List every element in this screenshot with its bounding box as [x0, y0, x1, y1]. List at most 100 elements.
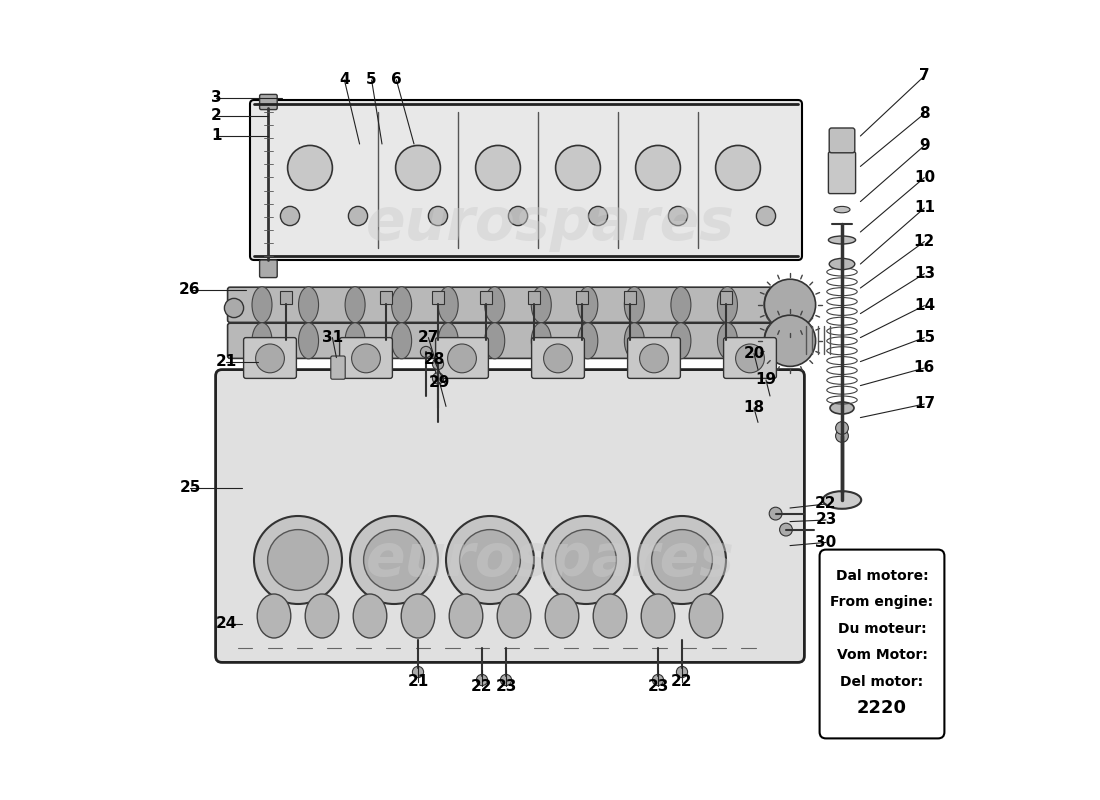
FancyBboxPatch shape: [829, 128, 855, 153]
Ellipse shape: [298, 322, 319, 358]
Circle shape: [460, 530, 520, 590]
Circle shape: [280, 206, 299, 226]
Text: Dal motore:: Dal motore:: [836, 569, 928, 583]
FancyBboxPatch shape: [260, 94, 277, 110]
Ellipse shape: [641, 594, 674, 638]
Circle shape: [508, 206, 528, 226]
Text: 20: 20: [744, 346, 764, 361]
Text: 31: 31: [322, 330, 343, 345]
FancyBboxPatch shape: [628, 338, 681, 378]
Circle shape: [836, 422, 848, 434]
FancyBboxPatch shape: [228, 323, 808, 358]
FancyBboxPatch shape: [216, 370, 804, 662]
Bar: [575, 291, 589, 304]
Ellipse shape: [578, 322, 597, 358]
Ellipse shape: [593, 594, 627, 638]
FancyBboxPatch shape: [724, 338, 777, 378]
Circle shape: [420, 346, 431, 358]
Text: eurospares: eurospares: [365, 195, 735, 253]
Ellipse shape: [764, 322, 784, 358]
Text: 28: 28: [424, 353, 444, 367]
Circle shape: [224, 298, 243, 318]
Ellipse shape: [531, 322, 551, 358]
Circle shape: [588, 206, 607, 226]
Ellipse shape: [531, 286, 551, 322]
FancyBboxPatch shape: [260, 260, 277, 278]
Bar: [379, 291, 393, 304]
Text: 23: 23: [815, 513, 837, 527]
Circle shape: [448, 344, 476, 373]
Text: 1: 1: [211, 129, 222, 143]
Text: 2: 2: [211, 109, 222, 123]
Circle shape: [638, 516, 726, 604]
Circle shape: [543, 344, 572, 373]
Circle shape: [475, 146, 520, 190]
Text: Del motor:: Del motor:: [840, 674, 924, 689]
Ellipse shape: [764, 286, 784, 322]
Bar: [480, 291, 493, 304]
Ellipse shape: [345, 286, 365, 322]
Text: 27: 27: [418, 330, 439, 345]
Circle shape: [255, 344, 285, 373]
FancyBboxPatch shape: [228, 287, 808, 322]
FancyBboxPatch shape: [436, 338, 488, 378]
Text: 3: 3: [211, 90, 222, 105]
FancyBboxPatch shape: [331, 356, 345, 379]
Circle shape: [428, 206, 448, 226]
Text: 22: 22: [471, 679, 493, 694]
Ellipse shape: [671, 322, 691, 358]
Circle shape: [757, 206, 776, 226]
Circle shape: [254, 516, 342, 604]
Text: 23: 23: [647, 679, 669, 694]
Ellipse shape: [449, 594, 483, 638]
Text: 2220: 2220: [857, 699, 907, 717]
Circle shape: [267, 530, 329, 590]
Ellipse shape: [485, 322, 505, 358]
Text: 13: 13: [914, 266, 935, 281]
Circle shape: [287, 146, 332, 190]
FancyBboxPatch shape: [828, 152, 856, 194]
Circle shape: [556, 146, 601, 190]
Text: 14: 14: [914, 298, 935, 313]
Circle shape: [669, 206, 688, 226]
Ellipse shape: [717, 322, 737, 358]
Ellipse shape: [546, 594, 579, 638]
Text: 8: 8: [920, 106, 929, 121]
Circle shape: [769, 507, 782, 520]
FancyBboxPatch shape: [340, 338, 393, 378]
Circle shape: [651, 530, 713, 590]
Text: 22: 22: [815, 497, 837, 511]
Ellipse shape: [485, 286, 505, 322]
Text: 7: 7: [920, 69, 929, 83]
Text: 29: 29: [429, 375, 450, 390]
Text: 22: 22: [671, 674, 693, 689]
Text: 15: 15: [914, 330, 935, 345]
Ellipse shape: [671, 286, 691, 322]
Bar: [719, 291, 733, 304]
Circle shape: [432, 358, 443, 370]
Text: 26: 26: [179, 282, 200, 297]
Text: Vom Motor:: Vom Motor:: [837, 648, 927, 662]
Circle shape: [432, 373, 443, 384]
Circle shape: [556, 530, 616, 590]
Ellipse shape: [392, 322, 411, 358]
Bar: [279, 291, 293, 304]
FancyBboxPatch shape: [820, 550, 945, 738]
Circle shape: [836, 430, 848, 442]
Circle shape: [476, 674, 487, 686]
Ellipse shape: [578, 286, 597, 322]
Text: 6: 6: [390, 73, 402, 87]
Text: 24: 24: [216, 617, 236, 631]
Text: 23: 23: [495, 679, 517, 694]
Circle shape: [350, 516, 438, 604]
Ellipse shape: [625, 322, 645, 358]
Text: Du moteur:: Du moteur:: [838, 622, 926, 636]
Text: 9: 9: [920, 138, 929, 153]
Text: 21: 21: [216, 354, 236, 369]
Text: From engine:: From engine:: [830, 595, 934, 610]
Circle shape: [736, 344, 764, 373]
Bar: [528, 291, 540, 304]
Circle shape: [716, 146, 760, 190]
Ellipse shape: [625, 286, 645, 322]
Ellipse shape: [305, 594, 339, 638]
